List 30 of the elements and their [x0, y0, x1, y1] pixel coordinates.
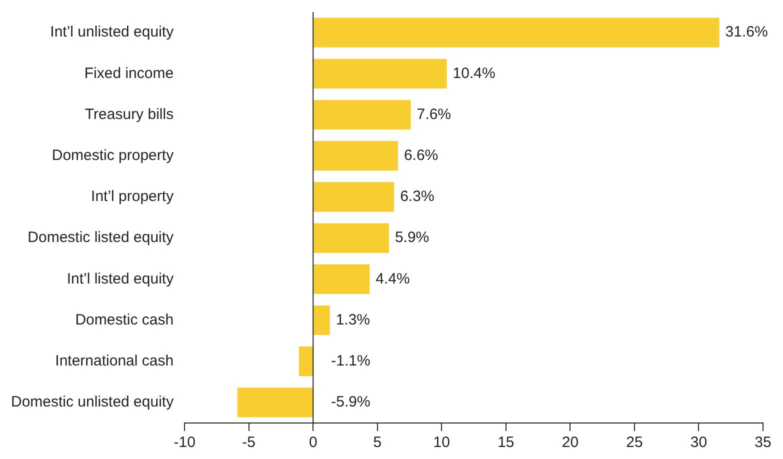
- y-tick-label: Domestic cash: [75, 311, 174, 328]
- x-tick-label: -10: [174, 434, 196, 452]
- y-tick-label: Domestic unlisted equity: [11, 394, 174, 411]
- data-label: -5.9%: [331, 394, 370, 411]
- x-tick-label: 35: [754, 434, 772, 452]
- y-tick-label: Treasury bills: [84, 106, 174, 123]
- data-label: 31.6%: [725, 24, 768, 41]
- x-tick-label: 5: [373, 434, 382, 452]
- data-label: 4.4%: [376, 270, 410, 288]
- x-tick-label: -5: [242, 434, 256, 452]
- y-tick-label: Int’l listed equity: [66, 270, 174, 288]
- y-tick-label: Int’l property: [91, 188, 174, 206]
- data-label: 6.6%: [404, 146, 438, 164]
- data-label: 10.4%: [452, 64, 496, 82]
- x-tick-label: 10: [433, 434, 450, 452]
- data-label: 1.3%: [336, 311, 370, 328]
- x-tick-label: 15: [498, 434, 514, 452]
- y-tick-label: Int’l unlisted equity: [50, 24, 174, 41]
- data-label: 5.9%: [394, 229, 430, 246]
- data-label: -1.1%: [331, 352, 370, 370]
- x-tick-label: 25: [626, 434, 643, 452]
- data-label: 6.3%: [400, 188, 434, 206]
- y-tick-label: Domestic property: [52, 146, 174, 164]
- x-tick-label: 0: [308, 434, 318, 452]
- data-label: 7.6%: [416, 106, 452, 123]
- y-tick-label: International cash: [55, 352, 174, 370]
- x-tick-label: 30: [690, 434, 708, 452]
- x-tick-label: 20: [562, 434, 579, 452]
- y-tick-label: Fixed income: [84, 64, 174, 82]
- y-tick-label: Domestic listed equity: [28, 229, 174, 246]
